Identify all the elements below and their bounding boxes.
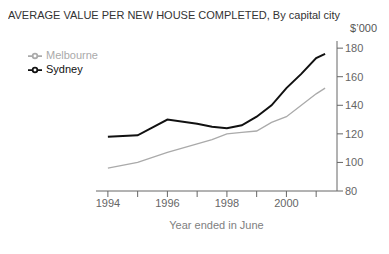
svg-text:2000: 2000 <box>274 197 298 209</box>
svg-text:180: 180 <box>345 42 363 54</box>
svg-text:80: 80 <box>345 185 357 197</box>
svg-text:120: 120 <box>345 128 363 140</box>
svg-text:160: 160 <box>345 71 363 83</box>
svg-text:1998: 1998 <box>215 197 239 209</box>
svg-text:100: 100 <box>345 156 363 168</box>
html-text:AVERAGE VALUE PER NEW HOUSE CO: AVERAGE VALUE PER NEW HOUSE COMPLETED, B… <box>8 9 341 21</box>
html-text:$’000: $’000 <box>350 22 377 34</box>
svg-text:1994: 1994 <box>96 197 120 209</box>
html-text:Sydney: Sydney <box>46 63 83 76</box>
svg-text:Year ended in June: Year ended in June <box>169 219 263 231</box>
svg-text:140: 140 <box>345 99 363 111</box>
svg-text:1996: 1996 <box>155 197 179 209</box>
html-text:Melbourne: Melbourne <box>46 49 98 61</box>
